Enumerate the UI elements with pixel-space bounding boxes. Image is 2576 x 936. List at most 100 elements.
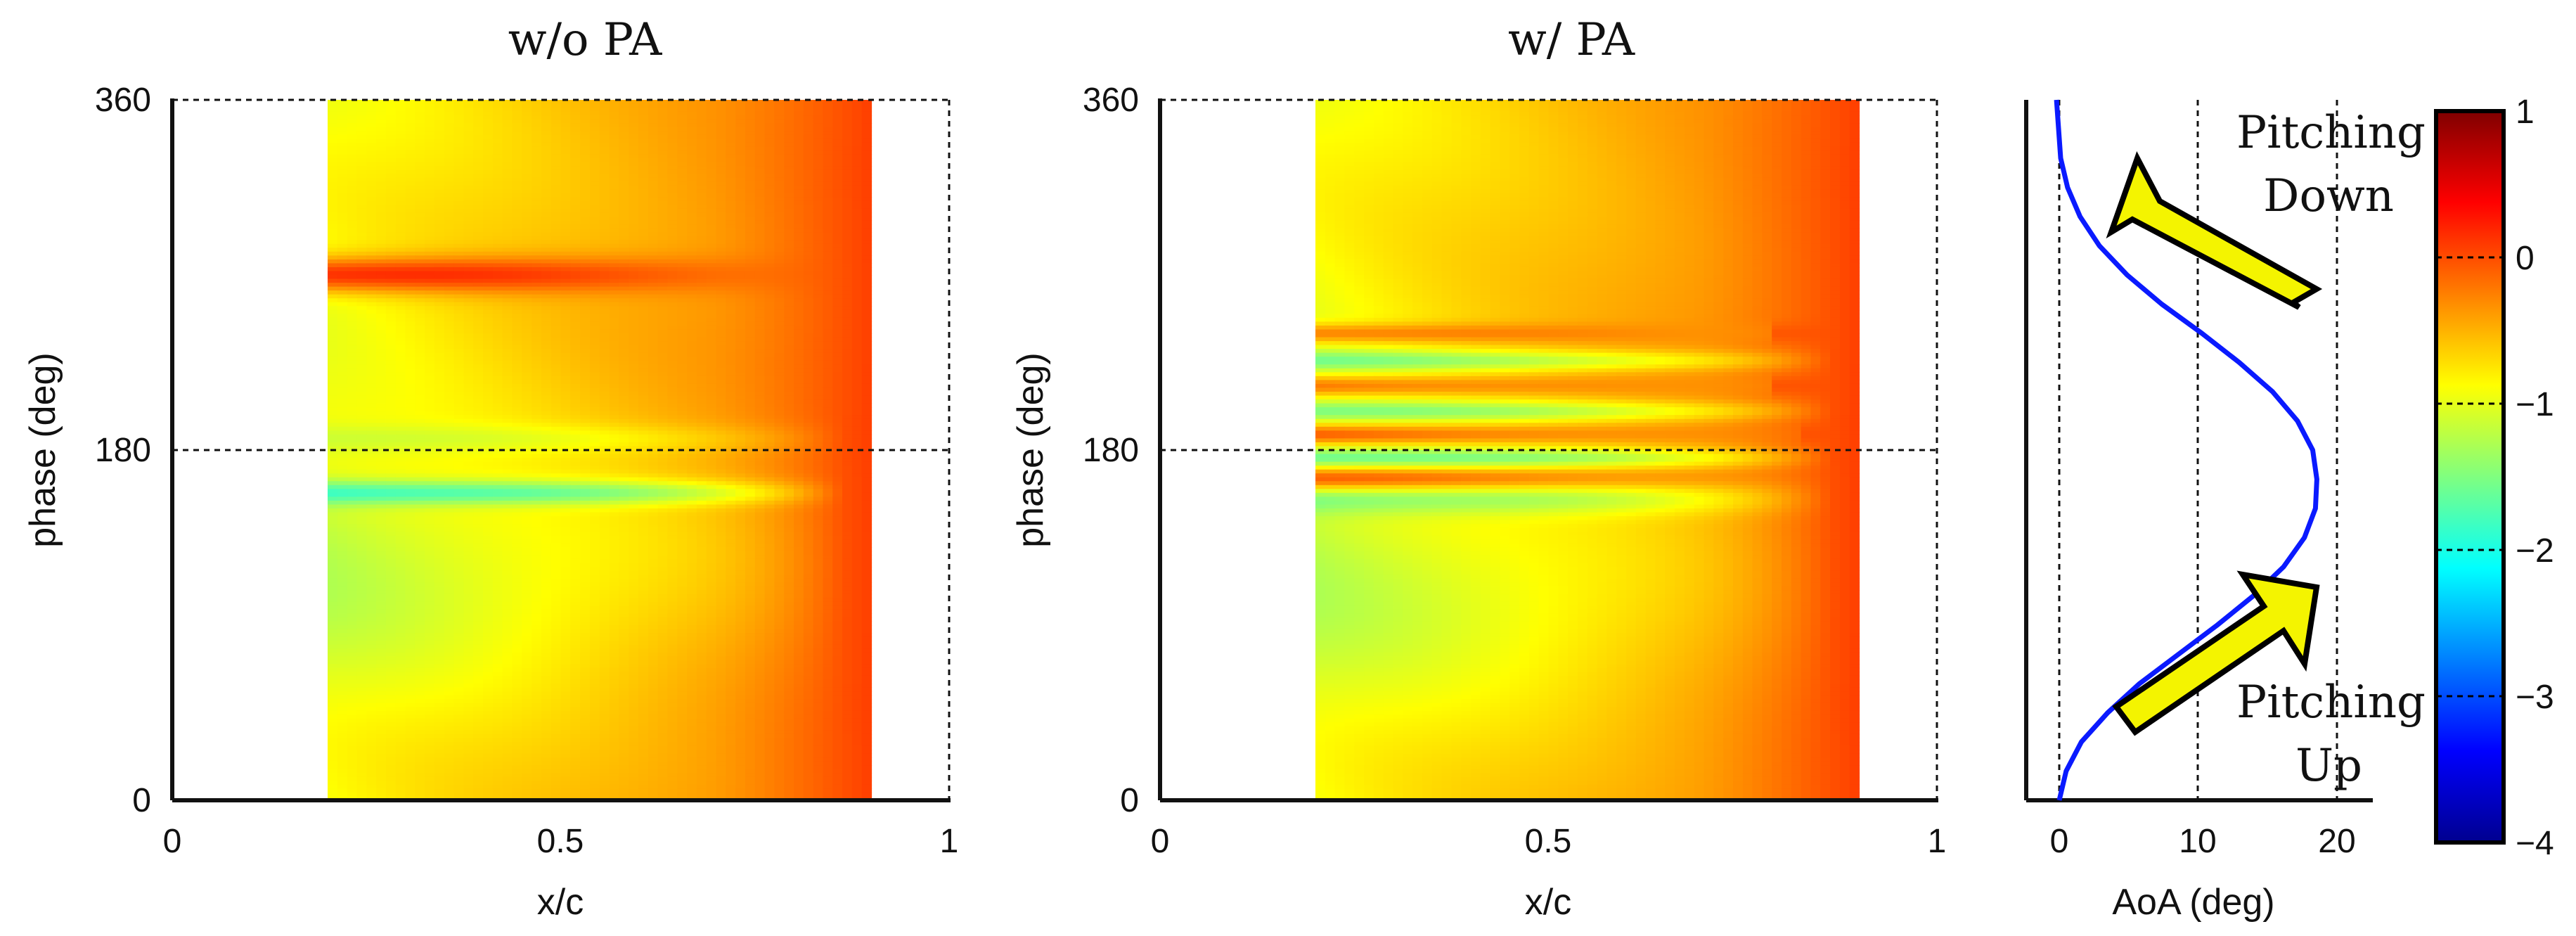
heatmap-cell	[861, 271, 872, 276]
heatmap-cell	[532, 337, 542, 342]
heatmap-cell	[366, 380, 377, 385]
heatmap-cell	[337, 263, 348, 268]
heatmap-cell	[328, 329, 338, 334]
heatmap-cell	[532, 325, 542, 331]
heatmap-cell	[726, 314, 736, 319]
heatmap-cell	[648, 131, 659, 136]
heatmap-cell	[376, 228, 387, 233]
heatmap-cell	[366, 248, 377, 252]
heatmap-cell	[823, 345, 833, 350]
heatmap-cell	[356, 309, 367, 314]
heatmap-cell	[745, 150, 756, 155]
heatmap-cell	[570, 127, 581, 132]
heatmap-cell	[735, 271, 746, 276]
heatmap-cell	[570, 309, 581, 314]
heatmap-cell	[706, 200, 717, 205]
heatmap-cell	[337, 434, 348, 439]
heatmap-cell	[687, 345, 697, 350]
heatmap-cell	[453, 430, 464, 435]
heatmap-cell	[385, 154, 397, 159]
heatmap-cell	[425, 224, 435, 229]
heatmap-cell	[842, 423, 853, 428]
heatmap-cell	[492, 407, 503, 412]
heatmap-cell	[638, 286, 649, 291]
heatmap-cell	[502, 434, 513, 439]
heatmap-cell	[522, 108, 532, 113]
heatmap-cell	[425, 415, 435, 420]
heatmap-cell	[512, 200, 522, 205]
heatmap-cell	[522, 298, 532, 303]
heatmap-cell	[716, 240, 726, 245]
heatmap-cell	[726, 267, 736, 272]
heatmap-cell	[667, 438, 678, 443]
heatmap-cell	[570, 357, 581, 361]
heatmap-cell	[570, 345, 581, 350]
heatmap-cell	[532, 418, 542, 423]
heatmap-cell	[492, 185, 503, 190]
heatmap-cell	[502, 306, 513, 311]
heatmap-cell	[813, 205, 824, 210]
heatmap-cell	[813, 200, 824, 205]
heatmap-cell	[813, 333, 824, 338]
heatmap-cell	[754, 341, 766, 346]
heatmap-cell	[754, 240, 766, 245]
heatmap-cell	[754, 115, 766, 120]
heatmap-cell	[754, 208, 766, 214]
heatmap-cell	[794, 329, 804, 334]
heatmap-cell	[832, 426, 843, 431]
heatmap-cell	[541, 220, 552, 225]
heatmap-cell	[444, 181, 455, 186]
heatmap-cell	[657, 399, 669, 404]
heatmap-cell	[395, 139, 406, 143]
heatmap-cell	[570, 415, 581, 420]
heatmap-cell	[813, 418, 824, 423]
heatmap-cell	[580, 352, 591, 357]
heatmap-cell	[648, 306, 659, 311]
heatmap-cell	[473, 232, 484, 237]
heatmap-cell	[385, 205, 397, 210]
heatmap-cell	[619, 150, 629, 155]
heatmap-cell	[687, 228, 697, 233]
heatmap-cell	[609, 372, 619, 377]
heatmap-cell	[560, 368, 571, 373]
heatmap-cell	[463, 302, 474, 307]
heatmap-cell	[522, 407, 532, 412]
heatmap-cell	[687, 166, 697, 171]
heatmap-cell	[415, 294, 425, 299]
heatmap-cell	[735, 263, 746, 268]
heatmap-cell	[619, 352, 629, 357]
heatmap-cell	[376, 271, 387, 276]
heatmap-cell	[629, 103, 639, 108]
heatmap-cell	[366, 224, 377, 229]
heatmap-cell	[677, 333, 688, 338]
heatmap-cell	[667, 142, 678, 147]
heatmap-cell	[832, 150, 843, 155]
heatmap-cell	[550, 146, 562, 151]
heatmap-cell	[726, 345, 736, 350]
heatmap-cell	[560, 259, 571, 264]
heatmap-cell	[803, 442, 814, 447]
heatmap-cell	[444, 251, 455, 256]
heatmap-cell	[638, 174, 649, 179]
heatmap-cell	[560, 134, 571, 139]
heatmap-cell	[395, 123, 406, 128]
heatmap-cell	[706, 271, 717, 276]
heatmap-cell	[638, 275, 649, 280]
heatmap-cell	[385, 220, 397, 225]
heatmap-cell	[463, 372, 474, 377]
heatmap-cell	[492, 119, 503, 124]
heatmap-cell	[560, 321, 571, 326]
heatmap-cell	[492, 341, 503, 346]
heatmap-cell	[415, 193, 425, 198]
heatmap-cell	[832, 123, 843, 128]
heatmap-cell	[570, 275, 581, 280]
heatmap-cell	[337, 290, 348, 295]
heatmap-cell	[754, 131, 766, 136]
heatmap-cell	[687, 224, 697, 229]
heatmap-cell	[784, 158, 794, 163]
heatmap-cell	[599, 224, 610, 229]
heatmap-cell	[425, 357, 435, 361]
heatmap-cell	[754, 189, 766, 194]
heatmap-cell	[784, 236, 794, 241]
heatmap-cell	[444, 325, 455, 331]
